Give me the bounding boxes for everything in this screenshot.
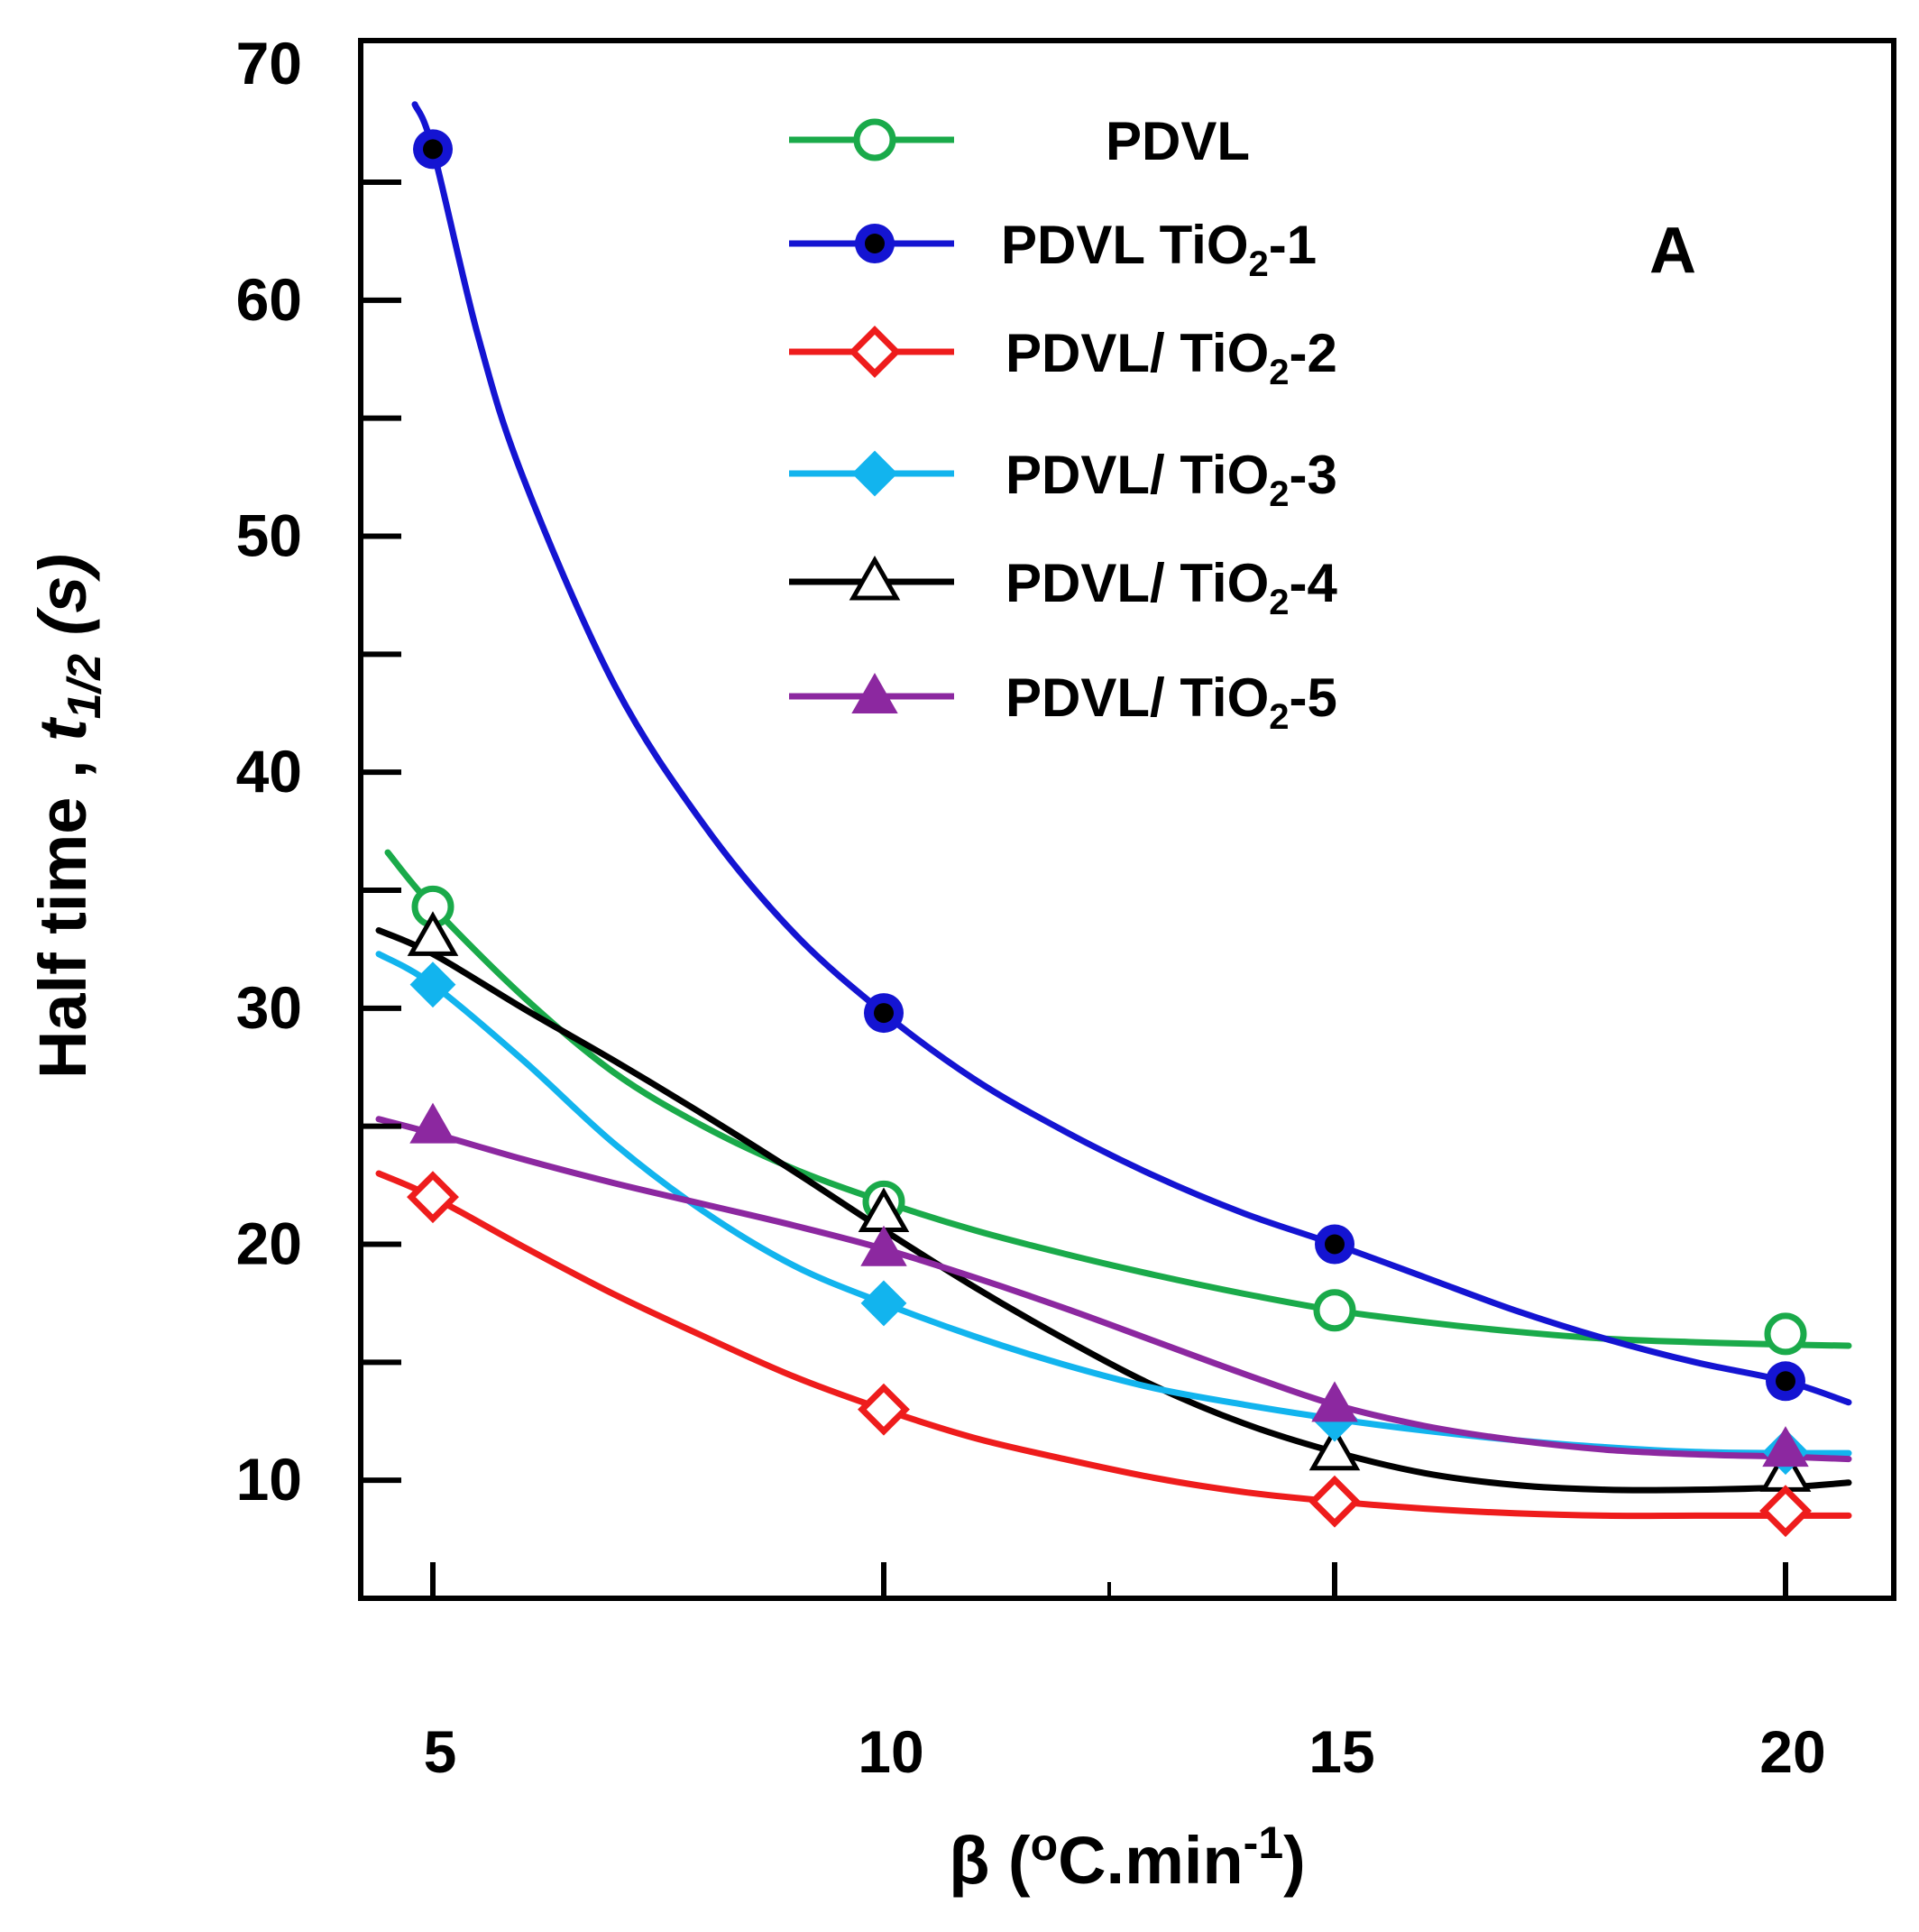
legend: PDVL PDVL TiO2-1 PDVL/ TiO2-2 PDVL/ TiO2-3 P… xyxy=(789,111,1337,737)
data-point-s1-15 xyxy=(1313,1289,1356,1332)
legend-label-4: PDVL/ TiO2-3 xyxy=(1005,445,1337,514)
data-point-s5-15 xyxy=(1308,1425,1361,1471)
legend-label-6: PDVL/ TiO2-5 xyxy=(1005,667,1337,737)
y-tick-label: 40 xyxy=(236,738,302,805)
legend-marker-2-core xyxy=(865,234,885,253)
y-axis-ticks: 10 20 30 40 50 60 70 xyxy=(236,30,401,1513)
series-line-2 xyxy=(411,101,1852,1406)
y-tick-label: 70 xyxy=(236,30,302,97)
x-axis-title: β (oC.min-1) xyxy=(949,1817,1306,1898)
series-line-6 xyxy=(375,1116,1852,1463)
y-tick-label: 10 xyxy=(236,1446,302,1513)
x-axis-ticks: 5 10 15 20 xyxy=(424,1562,1826,1785)
plot-frame xyxy=(358,38,1896,1601)
data-point-s2-15-core xyxy=(1325,1234,1345,1255)
y-axis-title: Half time , t1/2 (s) xyxy=(25,554,111,1079)
data-point-s6-15 xyxy=(1311,1381,1358,1422)
y-tick-label: 30 xyxy=(236,974,302,1041)
data-point-s4-5 xyxy=(409,961,456,1008)
legend-marker-3 xyxy=(849,326,901,378)
data-point-s2-20 xyxy=(1766,1361,1805,1402)
x-tick-label: 5 xyxy=(424,1718,457,1785)
y-tick-label: 20 xyxy=(236,1210,302,1277)
data-point-s3-5 xyxy=(407,1171,459,1224)
data-point-s2-5 xyxy=(413,129,453,170)
panel-label: A xyxy=(1649,215,1696,287)
data-point-s2-20-core xyxy=(1776,1371,1795,1392)
data-point-s6-20 xyxy=(1762,1426,1809,1467)
data-point-s3-10 xyxy=(858,1383,910,1436)
legend-marker-4 xyxy=(851,450,898,497)
series-line-3 xyxy=(375,1170,1852,1520)
x-tick-label: 15 xyxy=(1308,1718,1374,1785)
x-tick-label: 20 xyxy=(1759,1718,1825,1785)
data-point-s2-10-core xyxy=(874,1003,894,1024)
data-point-s6-10 xyxy=(860,1225,907,1266)
data-point-s2-5-core xyxy=(423,139,443,160)
data-point-s4-10 xyxy=(860,1280,907,1327)
plot-markers xyxy=(407,129,1812,1538)
series-line-5 xyxy=(375,927,1852,1494)
data-point-s6-5 xyxy=(409,1102,456,1144)
x-tick-label: 10 xyxy=(858,1718,923,1785)
legend-marker-1 xyxy=(853,118,896,161)
data-point-s3-15 xyxy=(1308,1475,1361,1528)
data-point-s2-10 xyxy=(864,993,904,1034)
legend-label-3: PDVL/ TiO2-2 xyxy=(1005,323,1337,392)
legend-marker-2 xyxy=(855,224,895,263)
legend-label-1: PDVL xyxy=(1106,111,1250,171)
data-point-s3-20 xyxy=(1759,1485,1812,1538)
y-tick-label: 60 xyxy=(236,266,302,333)
data-point-s2-15 xyxy=(1315,1224,1354,1265)
data-point-s1-20 xyxy=(1764,1312,1807,1356)
legend-marker-5 xyxy=(849,555,901,601)
data-point-s5-5 xyxy=(407,911,459,956)
legend-marker-6 xyxy=(851,672,898,713)
y-tick-label: 50 xyxy=(236,502,302,569)
legend-label-2: PDVL TiO2-1 xyxy=(1001,215,1317,284)
plot-curves xyxy=(375,101,1852,1520)
legend-label-5: PDVL/ TiO2-4 xyxy=(1005,553,1337,622)
